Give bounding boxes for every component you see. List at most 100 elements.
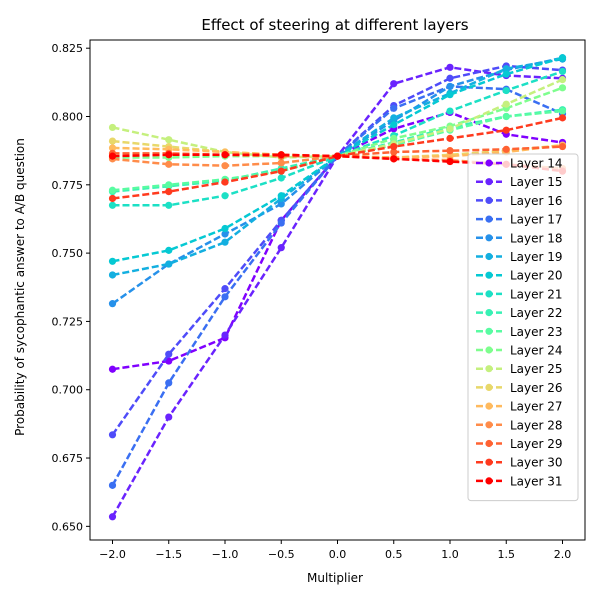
data-point xyxy=(502,70,510,78)
data-point xyxy=(277,192,285,200)
data-point xyxy=(165,136,173,144)
series-layer-30 xyxy=(108,114,567,203)
legend-marker xyxy=(485,439,493,448)
data-point xyxy=(108,123,117,132)
legend-marker xyxy=(485,178,493,186)
series-line xyxy=(111,85,564,487)
data-point xyxy=(221,178,229,186)
data-point xyxy=(165,379,173,387)
data-point xyxy=(108,365,117,373)
data-point xyxy=(390,121,398,129)
y-tick-label: 0.750 xyxy=(52,247,84,260)
data-point xyxy=(446,157,454,166)
legend-label: Layer 23 xyxy=(510,325,563,339)
legend: Layer 14 Layer 15 Layer 16 Layer 17 Layer 18… xyxy=(467,153,579,502)
data-point xyxy=(446,63,454,71)
y-tick-label: 0.800 xyxy=(52,111,84,124)
data-point xyxy=(277,219,285,227)
y-tick-label: 0.675 xyxy=(52,452,84,465)
x-tick-label: −1.5 xyxy=(155,548,182,561)
x-tick-label: 1.5 xyxy=(498,548,516,561)
legend-marker xyxy=(485,365,493,373)
data-point xyxy=(221,285,229,293)
legend-entry: Layer 27 xyxy=(476,400,563,414)
legend-marker xyxy=(485,402,493,410)
legend-entry: Layer 17 xyxy=(476,213,563,227)
y-tick-label: 0.725 xyxy=(52,315,84,328)
legend-marker xyxy=(485,327,493,335)
x-tick-label: −0.5 xyxy=(268,548,295,561)
chart-title: Effect of steering at different layers xyxy=(201,16,468,34)
legend-entry: Layer 15 xyxy=(476,175,563,189)
legend-marker xyxy=(485,477,493,485)
legend-entry: Layer 30 xyxy=(476,456,563,470)
data-point xyxy=(108,481,117,489)
x-tick-label: −2.0 xyxy=(99,548,126,561)
data-point xyxy=(165,188,173,196)
legend-marker xyxy=(485,159,493,167)
data-point xyxy=(390,104,398,112)
data-point xyxy=(502,126,510,134)
legend-entry: Layer 26 xyxy=(476,381,563,395)
data-point xyxy=(390,148,398,156)
legend-marker xyxy=(485,421,493,429)
data-point xyxy=(390,80,398,88)
legend-entry: Layer 31 xyxy=(476,474,563,488)
data-point xyxy=(558,76,567,84)
data-point xyxy=(277,167,285,175)
legend-label: Layer 17 xyxy=(510,213,563,227)
legend-marker xyxy=(485,215,493,223)
data-point xyxy=(221,293,229,301)
data-point xyxy=(108,300,117,308)
data-point xyxy=(221,238,229,246)
legend-label: Layer 19 xyxy=(510,250,563,264)
data-point xyxy=(558,84,567,92)
x-tick-label: 0.5 xyxy=(385,548,403,561)
legend-label: Layer 27 xyxy=(510,400,563,414)
data-point xyxy=(558,67,567,76)
data-point xyxy=(558,107,567,115)
legend-label: Layer 30 xyxy=(510,456,563,470)
data-point xyxy=(446,134,454,142)
legend-marker xyxy=(485,383,493,391)
data-point xyxy=(108,257,117,265)
data-point xyxy=(558,142,567,151)
legend-entry: Layer 21 xyxy=(476,287,563,301)
series-line xyxy=(112,109,563,192)
y-tick-label: 0.825 xyxy=(52,42,84,55)
legend-entry: Layer 22 xyxy=(476,306,563,320)
legend-label: Layer 24 xyxy=(510,344,563,358)
data-point xyxy=(277,159,285,167)
legend-entry: Layer 29 xyxy=(476,437,563,451)
legend-label: Layer 16 xyxy=(510,194,563,208)
x-tick-label: 0.0 xyxy=(329,548,347,561)
y-axis-label: Probability of sycophantic answer to A/B… xyxy=(13,138,27,436)
x-tick-label: 2.0 xyxy=(554,548,572,561)
data-point xyxy=(390,114,398,122)
data-point xyxy=(221,230,229,238)
data-point xyxy=(502,100,510,108)
data-point xyxy=(221,224,229,233)
data-point xyxy=(502,112,510,121)
data-point xyxy=(165,181,173,189)
legend-label: Layer 31 xyxy=(510,474,563,488)
data-point xyxy=(108,144,117,152)
legend-label: Layer 15 xyxy=(510,175,563,189)
data-point xyxy=(502,145,510,153)
legend-entry: Layer 19 xyxy=(476,250,563,264)
legend-label: Layer 26 xyxy=(510,381,563,395)
data-point xyxy=(221,192,229,200)
y-tick-label: 0.650 xyxy=(52,520,84,533)
legend-label: Layer 20 xyxy=(510,269,563,283)
data-point xyxy=(108,186,117,194)
data-point xyxy=(446,91,454,99)
series-line xyxy=(112,116,563,200)
data-point xyxy=(446,107,454,115)
data-point xyxy=(165,413,173,421)
legend-entry: Layer 14 xyxy=(476,157,563,171)
legend-label: Layer 21 xyxy=(510,287,563,301)
legend-marker xyxy=(485,252,493,261)
data-point xyxy=(277,174,285,182)
